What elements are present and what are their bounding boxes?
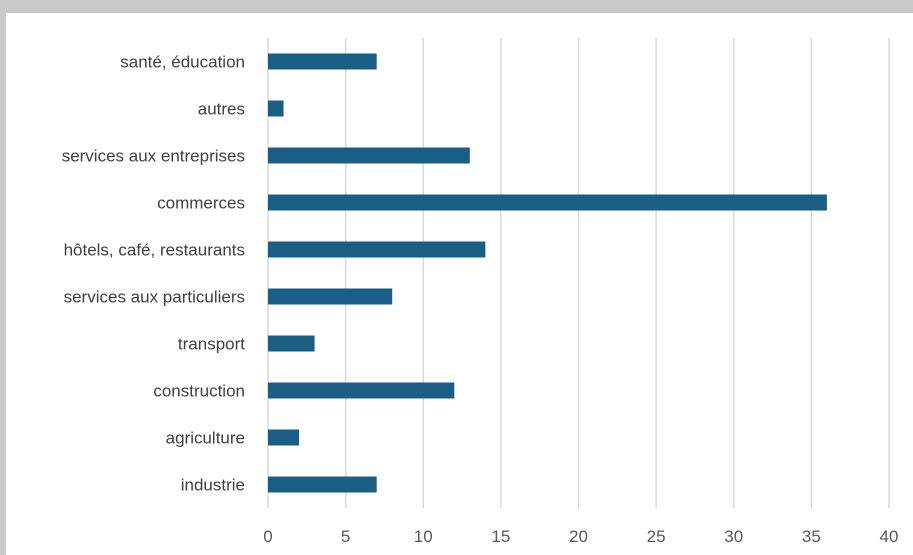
bar <box>268 429 300 446</box>
x-tick-label: 0 <box>263 527 272 546</box>
bar <box>268 288 393 305</box>
bar <box>268 53 377 70</box>
x-tick-label: 15 <box>491 527 510 546</box>
category-label: transport <box>178 335 245 354</box>
bars <box>268 53 827 493</box>
bar <box>268 194 827 211</box>
bar <box>268 100 284 117</box>
bar <box>268 335 315 352</box>
category-label: santé, éducation <box>120 53 245 72</box>
category-label: autres <box>198 100 245 119</box>
category-label: agriculture <box>166 429 245 448</box>
x-tick-label: 40 <box>880 527 899 546</box>
x-tick-label: 25 <box>647 527 666 546</box>
chart-area: santé, éducation autres services aux entre… <box>6 13 913 555</box>
x-tick-label: 35 <box>802 527 821 546</box>
x-tick-label: 30 <box>724 527 743 546</box>
category-label: commerces <box>157 194 245 213</box>
bar <box>268 147 470 164</box>
bar <box>268 382 455 399</box>
category-label: industrie <box>181 476 245 495</box>
x-tick-label: 10 <box>414 527 433 546</box>
category-label: services aux particuliers <box>64 288 245 307</box>
category-label: hôtels, café, restaurants <box>64 241 245 260</box>
bar <box>268 241 486 258</box>
bar-chart: santé, éducation autres services aux entre… <box>62 38 898 546</box>
gridlines <box>267 38 890 508</box>
x-tick-labels: 0 5 10 15 20 25 30 35 40 <box>263 527 898 546</box>
bar <box>268 476 377 493</box>
x-tick-label: 20 <box>569 527 588 546</box>
category-labels: santé, éducation autres services aux entre… <box>62 53 246 495</box>
x-tick-label: 5 <box>341 527 350 546</box>
category-label: construction <box>153 382 245 401</box>
category-label: services aux entreprises <box>62 147 245 166</box>
